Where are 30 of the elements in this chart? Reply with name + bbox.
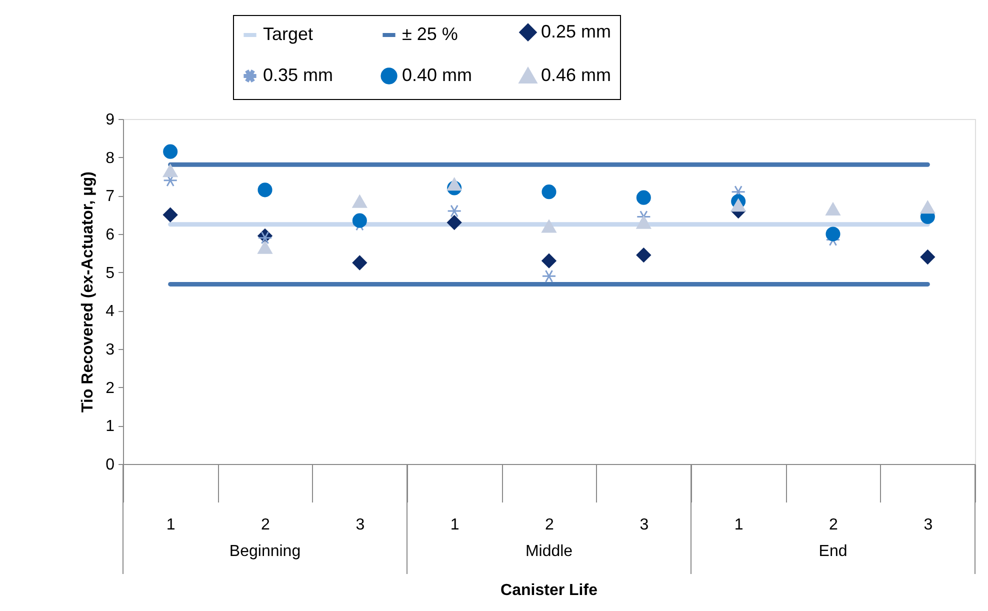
y-tick-label: 1 xyxy=(106,418,115,436)
legend-label: 0.25 mm xyxy=(541,21,612,42)
y-tick-label: 6 xyxy=(106,226,115,244)
legend-label: 0.35 mm xyxy=(263,65,334,85)
x-tick-label: 2 xyxy=(261,516,270,534)
x-tick-label: 3 xyxy=(640,516,649,534)
y-tick-label: 5 xyxy=(106,264,115,282)
x-tick-label: 3 xyxy=(924,516,933,534)
x-tick-label: 2 xyxy=(545,516,554,534)
x-tick-label: 1 xyxy=(734,516,744,534)
text: End xyxy=(818,543,848,560)
legend-label: ± 25 % xyxy=(402,24,458,44)
y-axis-title: Tio Recovered (ex-Actuator, µg) xyxy=(80,172,97,412)
y-tick-label: 3 xyxy=(106,342,115,358)
y-tick-label: 9 xyxy=(106,112,115,128)
x-tick-label: 2 xyxy=(829,516,838,534)
y-tick-label: 7 xyxy=(106,188,115,206)
x-axis-title: Canister Life xyxy=(500,582,598,599)
y-tick-label: 0 xyxy=(106,456,115,474)
legend-label: 0.40 mm xyxy=(402,65,472,85)
text: Middle xyxy=(525,543,573,560)
legend-label: Target xyxy=(263,24,314,44)
x-tick-label: 1 xyxy=(166,516,176,534)
y-tick-label: 2 xyxy=(106,380,115,397)
legend-label: 0.46 mm xyxy=(541,65,612,85)
text: Beginning xyxy=(229,543,301,560)
x-tick-label: 1 xyxy=(450,516,460,534)
y-tick-label: 4 xyxy=(106,303,115,320)
x-tick-label: 3 xyxy=(356,516,365,534)
y-tick-label: 8 xyxy=(106,150,115,167)
